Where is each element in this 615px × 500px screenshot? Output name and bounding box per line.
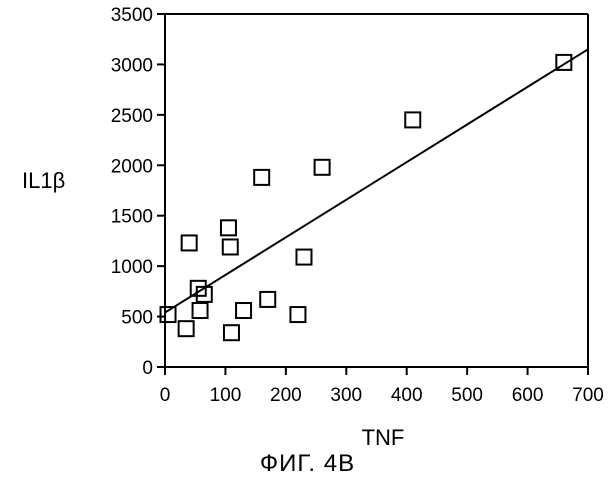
x-tick-label: 500 [451, 385, 483, 406]
data-point [161, 307, 176, 322]
data-point [179, 321, 194, 336]
x-tick-label: 400 [391, 385, 423, 406]
data-point [315, 160, 330, 175]
y-tick-label: 3000 [111, 55, 153, 76]
data-point [290, 307, 305, 322]
x-axis-title: TNF [362, 425, 405, 450]
scatter-chart: 0 500 1000 1500 2000 2500 3000 3500 0 100 200 300 4… [0, 0, 615, 450]
data-point [260, 292, 275, 307]
data-point [556, 55, 571, 70]
data-point [236, 303, 251, 318]
y-tick-label: 3500 [111, 5, 153, 26]
x-tick-label: 700 [572, 385, 604, 406]
x-tick-label: 200 [270, 385, 302, 406]
y-tick-label: 2500 [111, 106, 153, 127]
x-tick-label: 300 [330, 385, 362, 406]
data-point [193, 303, 208, 318]
data-point [197, 287, 212, 302]
data-point [224, 325, 239, 340]
data-point [182, 235, 197, 250]
x-axis-ticks: 0 100 200 300 400 500 600 700 [160, 367, 604, 406]
y-axis-title: IL1β [22, 168, 65, 193]
data-point [296, 250, 311, 265]
x-tick-label: 0 [160, 385, 171, 406]
y-tick-label: 500 [121, 308, 153, 329]
x-tick-label: 100 [210, 385, 242, 406]
y-axis-ticks: 0 500 1000 1500 2000 2500 3000 3500 [111, 5, 165, 379]
y-tick-label: 0 [142, 358, 153, 379]
data-point [223, 239, 238, 254]
x-tick-label: 600 [512, 385, 544, 406]
data-point [221, 220, 236, 235]
axes [165, 14, 588, 367]
data-point [254, 170, 269, 185]
figure-caption: ФИГ. 4B [0, 450, 615, 478]
y-tick-label: 1000 [111, 257, 153, 278]
trend-line [165, 49, 588, 312]
data-point [405, 112, 420, 127]
y-tick-label: 1500 [111, 207, 153, 228]
y-tick-label: 2000 [111, 156, 153, 177]
